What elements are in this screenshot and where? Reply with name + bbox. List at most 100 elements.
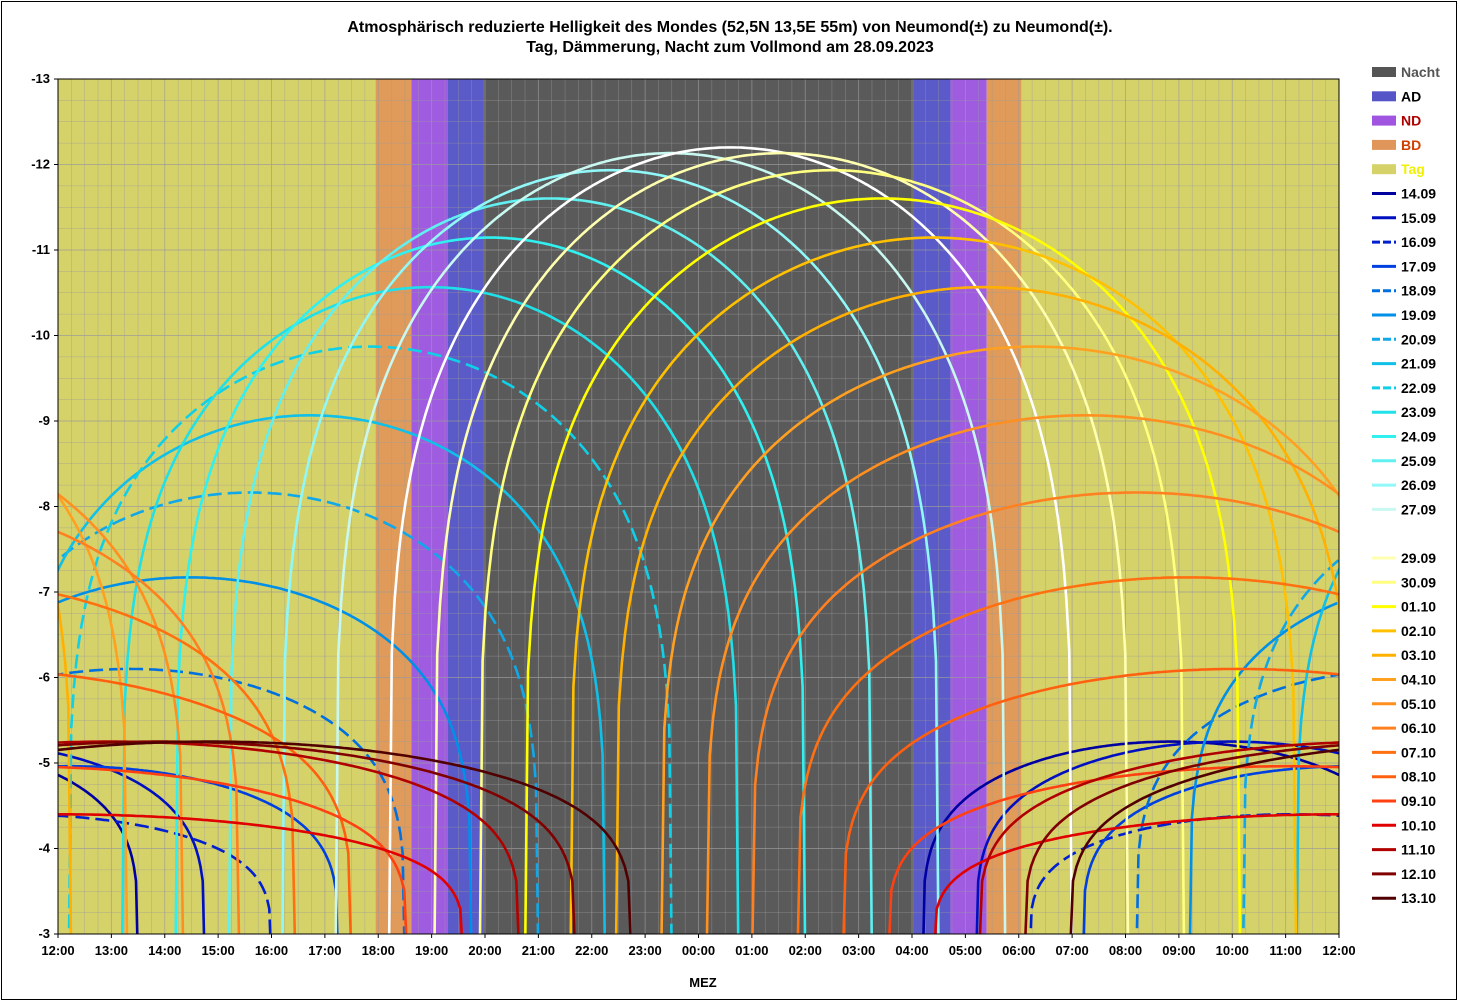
series-line-28-09 bbox=[387, 146, 1074, 934]
series-line-08-10-wrap2 bbox=[58, 673, 352, 934]
legend-label-27-09: 27.09 bbox=[1401, 501, 1436, 517]
x-tick-label: 20:00 bbox=[468, 943, 501, 958]
x-tick-label: 08:00 bbox=[1109, 943, 1142, 958]
series-line-06-10-wrap2 bbox=[58, 530, 241, 934]
series-line-23-09 bbox=[121, 285, 740, 934]
series-line-24-09-wrap1 bbox=[1456, 238, 1460, 969]
series-line-08-10 bbox=[842, 667, 1339, 934]
x-tick-label: 04:00 bbox=[895, 943, 928, 958]
legend-label-29-09: 29.09 bbox=[1401, 550, 1436, 566]
series-line-26-09 bbox=[281, 168, 940, 934]
x-tick-label: 05:00 bbox=[949, 943, 982, 958]
legend-label-14-09: 14.09 bbox=[1401, 186, 1436, 202]
legend-label-11-10: 11.10 bbox=[1401, 842, 1435, 858]
legend-label-04-10: 04.10 bbox=[1401, 672, 1436, 688]
x-tick-label: 03:00 bbox=[842, 943, 875, 958]
series-line-29-09 bbox=[433, 151, 1130, 934]
series-line-11-10 bbox=[978, 741, 1339, 934]
x-tick-label: 21:00 bbox=[522, 943, 555, 958]
x-axis-label: MEZ bbox=[689, 975, 717, 990]
x-tick-label: 12:00 bbox=[41, 943, 74, 958]
legend-swatch-bd bbox=[1372, 139, 1396, 150]
series-line-13-10-wrap2 bbox=[58, 740, 632, 934]
y-tick-label: -6 bbox=[38, 670, 50, 685]
series-line-19-09-wrap1 bbox=[1188, 600, 1339, 934]
chart-title: Atmosphärisch reduzierte Helligkeit des … bbox=[0, 18, 1460, 58]
series-line-25-09 bbox=[227, 197, 873, 934]
legend-label-08-10: 08.10 bbox=[1401, 769, 1436, 785]
legend-label-18-09: 18.09 bbox=[1401, 283, 1436, 299]
series-line-06-10 bbox=[751, 491, 1339, 934]
legend-label-06-10: 06.10 bbox=[1401, 720, 1436, 736]
legend-label-23-09: 23.09 bbox=[1401, 404, 1436, 420]
series-line-15-09-wrap1 bbox=[975, 740, 1339, 934]
x-tick-label: 07:00 bbox=[1056, 943, 1089, 958]
legend-label-28-09: 28.09 bbox=[1401, 526, 1436, 542]
series-line-07-10 bbox=[796, 576, 1339, 934]
series-line-21-09 bbox=[58, 414, 607, 934]
series-line-18-09 bbox=[58, 667, 406, 934]
series-line-04-10 bbox=[660, 345, 1339, 934]
legend-label-05-10: 05.10 bbox=[1401, 696, 1436, 712]
x-tick-label: 09:00 bbox=[1162, 943, 1195, 958]
legend-label-nacht: Nacht bbox=[1401, 64, 1440, 80]
x-tick-label: 17:00 bbox=[308, 943, 341, 958]
legend-label-30-09: 30.09 bbox=[1401, 574, 1436, 590]
series-line-19-09 bbox=[58, 576, 473, 934]
legend-swatch-tag bbox=[1372, 164, 1396, 175]
x-tick-label: 01:00 bbox=[735, 943, 768, 958]
series-line-22-09 bbox=[67, 345, 673, 934]
legend-label-15-09: 15.09 bbox=[1401, 210, 1436, 226]
legend-swatch-ad bbox=[1372, 91, 1396, 102]
legend-label-01-10: 01.10 bbox=[1401, 599, 1436, 615]
legend-label-13-10: 13.10 bbox=[1401, 890, 1436, 906]
legend-label-22-09: 22.09 bbox=[1401, 380, 1436, 396]
series-line-15-09 bbox=[58, 752, 206, 934]
legend-label-02-10: 02.10 bbox=[1401, 623, 1436, 639]
legend-label-09-10: 09.10 bbox=[1401, 793, 1436, 809]
y-tick-label: -5 bbox=[38, 755, 50, 770]
legend-label-26-09: 26.09 bbox=[1401, 477, 1436, 493]
legend-label-bd: BD bbox=[1401, 137, 1421, 153]
title-line-2: Tag, Dämmerung, Nacht zum Vollmond am 28… bbox=[526, 39, 934, 56]
series-line-24-09 bbox=[174, 236, 807, 934]
legend-label-24-09: 24.09 bbox=[1401, 429, 1436, 445]
legend-label-07-10: 07.10 bbox=[1401, 744, 1436, 760]
x-tick-label: 10:00 bbox=[1216, 943, 1249, 958]
x-tick-label: 22:00 bbox=[575, 943, 608, 958]
x-tick-label: 12:00 bbox=[1322, 943, 1355, 958]
x-tick-label: 13:00 bbox=[95, 943, 128, 958]
series-line-07-10-wrap2 bbox=[58, 592, 297, 934]
title-line-1: Atmosphärisch reduzierte Helligkeit des … bbox=[347, 19, 1113, 36]
x-tick-label: 11:00 bbox=[1269, 943, 1302, 958]
y-tick-label: -3 bbox=[38, 926, 50, 941]
legend-label-19-09: 19.09 bbox=[1401, 307, 1436, 323]
y-tick-label: -4 bbox=[38, 841, 50, 856]
series-line-12-10 bbox=[1024, 744, 1339, 934]
series-line-17-09-wrap1 bbox=[1082, 765, 1339, 934]
y-tick-label: -9 bbox=[38, 413, 50, 428]
y-tick-label: -7 bbox=[38, 584, 50, 599]
series-line-14-09-wrap1 bbox=[922, 740, 1339, 934]
legend-label-17-09: 17.09 bbox=[1401, 258, 1436, 274]
series-line-16-09 bbox=[58, 814, 272, 934]
legend-label-21-09: 21.09 bbox=[1401, 356, 1436, 372]
series-line-02-10-wrap2 bbox=[0, 238, 15, 969]
x-tick-label: 14:00 bbox=[148, 943, 181, 958]
y-tick-label: -8 bbox=[38, 499, 50, 514]
series-line-09-10-wrap2 bbox=[58, 765, 408, 934]
series-line-09-10 bbox=[888, 764, 1339, 934]
legend-swatch-nacht bbox=[1372, 67, 1396, 77]
x-tick-label: 23:00 bbox=[629, 943, 662, 958]
y-tick-label: -10 bbox=[31, 328, 50, 343]
x-tick-label: 02:00 bbox=[789, 943, 822, 958]
legend-label-10-10: 10.10 bbox=[1401, 817, 1436, 833]
legend-swatch-nd bbox=[1372, 115, 1396, 126]
x-tick-label: 18:00 bbox=[362, 943, 395, 958]
legend-label-03-10: 03.10 bbox=[1401, 647, 1436, 663]
x-tick-label: 00:00 bbox=[682, 943, 715, 958]
series-line-10-10 bbox=[933, 813, 1339, 934]
legend-label-20-09: 20.09 bbox=[1401, 331, 1436, 347]
series-line-18-09-wrap1 bbox=[1135, 673, 1339, 934]
